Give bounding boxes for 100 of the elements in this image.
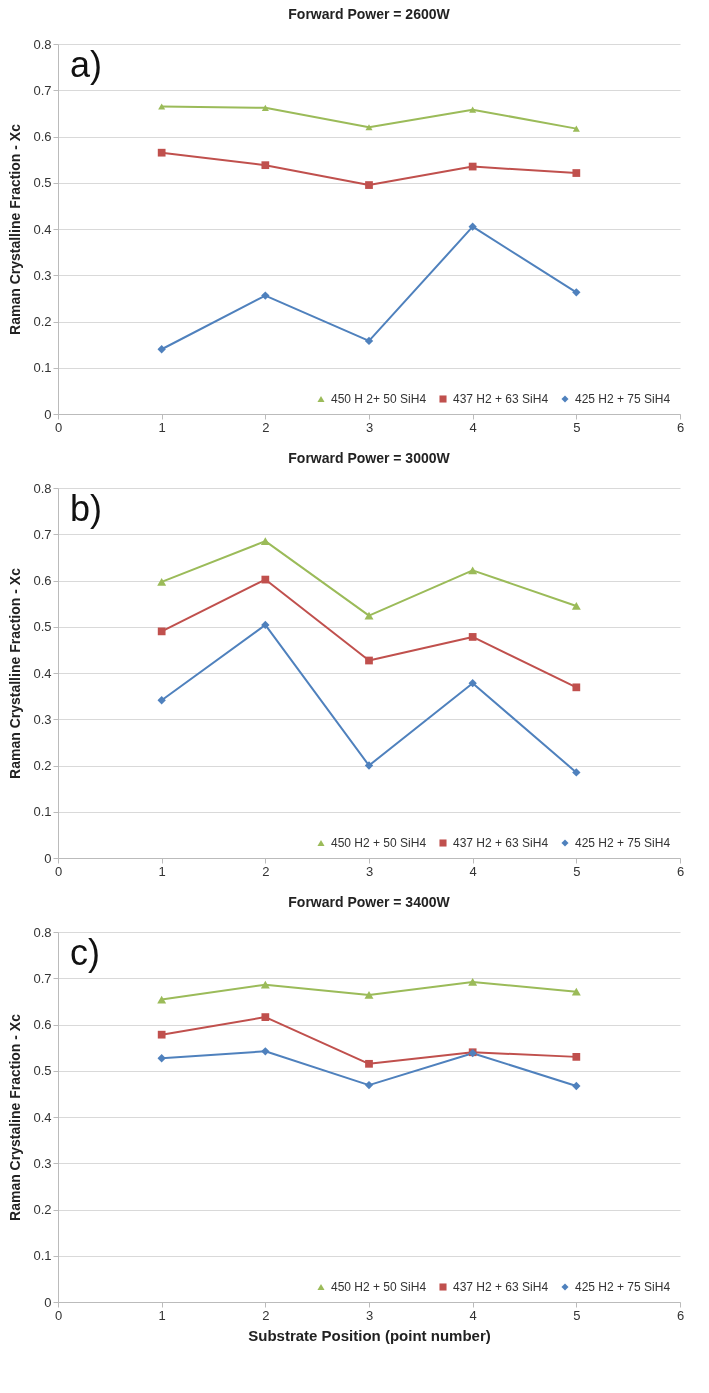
chart-title: Forward Power = 3000W — [288, 450, 451, 466]
x-tick-label: 1 — [158, 1307, 166, 1323]
x-tick-label: 3 — [365, 419, 374, 435]
annotation: b) — [70, 488, 103, 529]
point — [469, 106, 477, 113]
y-tick-label: 0 — [44, 1294, 52, 1310]
point — [572, 288, 581, 297]
point — [260, 980, 270, 989]
y-tick-label: 0.6 — [33, 129, 52, 144]
point — [157, 696, 166, 705]
x-tick-label: 1 — [158, 419, 166, 435]
x-tick-label: 4 — [469, 863, 477, 879]
x-tick-label: 6 — [676, 863, 685, 879]
y-tick-label: 0.3 — [33, 1155, 52, 1171]
point — [157, 1030, 166, 1039]
point — [157, 578, 167, 586]
y-axis-title: Raman Crystalline Fraction - Xc — [7, 567, 24, 779]
legend-label: 425 H2 + 75 SiH4 — [575, 392, 671, 406]
x-tick-label: 4 — [469, 419, 477, 435]
x-tick-label: 0 — [54, 419, 63, 435]
y-tick-label: 0.5 — [33, 175, 52, 191]
point — [468, 678, 477, 688]
y-tick-label: 0 — [44, 406, 52, 422]
x-tick-label: 2 — [262, 419, 270, 435]
legend-label: 450 H2 + 50 SiH4 — [331, 836, 427, 850]
y-tick-label: 0.2 — [33, 758, 52, 773]
x-axis-title: Substrate Position (point number) — [248, 1326, 491, 1344]
y-tick-label: 0.8 — [33, 480, 52, 496]
y-tick-label: 0.6 — [33, 1017, 52, 1032]
point — [364, 991, 374, 999]
x-tick-label: 0 — [54, 1307, 63, 1323]
y-tick-label: 0.4 — [33, 1109, 52, 1125]
y-tick-label: 0.4 — [33, 665, 52, 681]
point — [261, 1013, 270, 1021]
point — [364, 336, 374, 346]
point — [261, 104, 269, 111]
y-tick-label: 0.5 — [33, 1063, 52, 1079]
point — [468, 222, 477, 231]
point — [365, 656, 373, 665]
y-tick-label: 0.7 — [33, 82, 52, 98]
point — [364, 761, 374, 770]
point — [261, 575, 270, 584]
y-tick-label: 0.1 — [33, 1248, 52, 1264]
y-tick-label: 0.8 — [33, 924, 52, 940]
x-tick-label: 3 — [365, 863, 374, 879]
legend-label: 425 H2 + 75 SiH4 — [575, 836, 671, 850]
point — [157, 627, 166, 636]
point — [468, 978, 478, 986]
point — [261, 620, 270, 630]
x-tick-label: 5 — [573, 1307, 581, 1323]
point — [572, 1081, 581, 1091]
point — [571, 602, 581, 610]
x-tick-label: 2 — [262, 863, 270, 879]
point — [157, 345, 166, 354]
y-axis-title: Raman Crystalline Fraction - Xc — [7, 123, 24, 335]
y-tick-label: 0.1 — [33, 360, 52, 376]
point — [468, 162, 477, 171]
x-tick-label: 4 — [469, 1307, 477, 1323]
y-tick-label: 0.6 — [33, 573, 52, 588]
x-tick-label: 2 — [262, 1307, 270, 1323]
legend-label: 437 H2 + 63 SiH4 — [453, 1280, 549, 1294]
point — [572, 125, 580, 132]
x-tick-label: 1 — [158, 863, 166, 879]
y-tick-label: 0.8 — [33, 36, 52, 52]
point — [572, 683, 581, 692]
point — [364, 611, 374, 620]
y-axis-title: Raman Crystaline Fraction - Xc — [7, 1013, 24, 1221]
y-tick-label: 0.3 — [33, 267, 52, 283]
point — [261, 161, 270, 170]
y-tick-label: 0.4 — [33, 221, 52, 237]
x-tick-label: 5 — [573, 863, 581, 879]
legend-label: 437 H2 + 63 SiH4 — [453, 392, 549, 406]
y-tick-label: 0.7 — [33, 970, 52, 986]
legend-label: 437 H2 + 63 SiH4 — [453, 836, 549, 850]
y-tick-label: 0.3 — [33, 711, 52, 727]
chart-title: Forward Power = 3400W — [288, 894, 451, 910]
point — [468, 633, 477, 641]
annotation: a) — [70, 44, 103, 85]
point — [157, 1054, 166, 1063]
x-tick-label: 3 — [365, 1307, 374, 1323]
annotation: c) — [70, 932, 100, 973]
x-tick-label: 6 — [676, 1307, 685, 1323]
y-tick-label: 0.7 — [33, 526, 52, 542]
y-tick-label: 0.2 — [33, 314, 52, 329]
x-tick-label: 5 — [573, 419, 581, 435]
y-tick-label: 0.1 — [33, 804, 52, 820]
point — [157, 148, 166, 157]
point — [365, 181, 373, 189]
y-tick-label: 0.2 — [33, 1202, 52, 1217]
point — [260, 537, 270, 546]
legend-label: 450 H 2+ 50 SiH4 — [331, 392, 427, 406]
x-tick-label: 0 — [54, 863, 63, 879]
point — [572, 1053, 581, 1061]
point — [572, 768, 581, 777]
chart-title: Forward Power = 2600W — [288, 6, 451, 22]
point — [261, 1047, 270, 1056]
y-tick-label: 0 — [44, 850, 52, 866]
point — [364, 1080, 374, 1090]
point — [572, 169, 581, 177]
x-tick-label: 6 — [676, 419, 685, 435]
